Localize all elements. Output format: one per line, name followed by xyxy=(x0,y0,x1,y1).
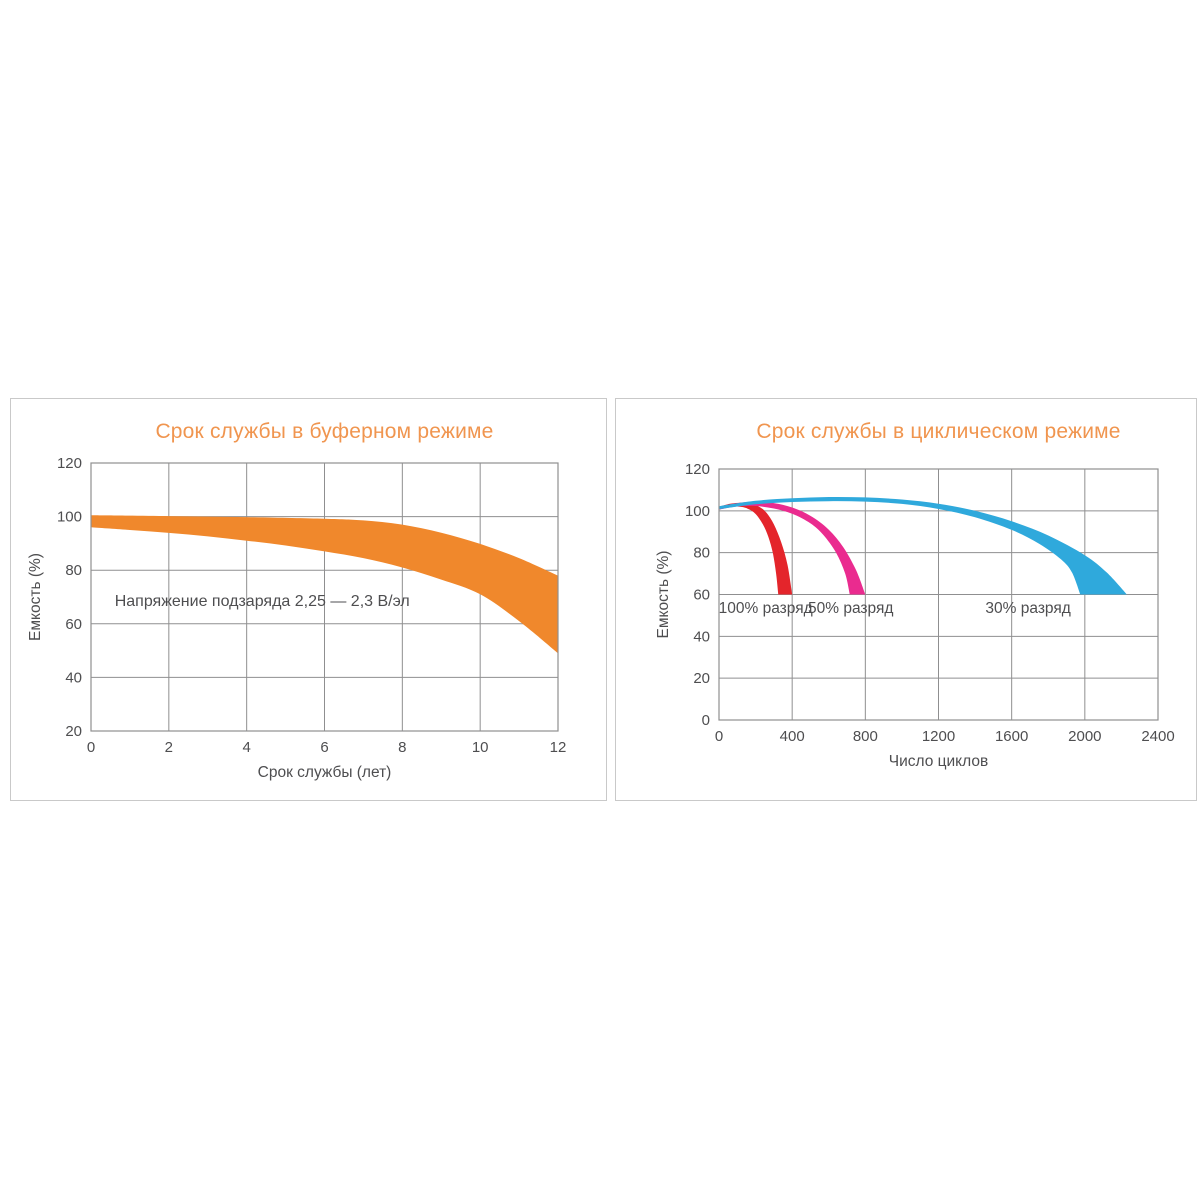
cyclic-mode-chart-panel: Срок службы в циклическом режиме 0 400 800… xyxy=(615,398,1197,801)
tick-labels: 0 400 800 1200 1600 2000 2400 0 20 40 60 80 100 120 xyxy=(685,461,1175,745)
x-tick-label: 0 xyxy=(715,728,723,745)
y-tick-label: 80 xyxy=(693,545,710,562)
y-tick-label: 40 xyxy=(693,628,710,645)
band-label: 50% разряд xyxy=(808,600,893,617)
cyclic-chart-canvas: 0 400 800 1200 1600 2000 2400 0 20 40 60 80 100 120 Чи… xyxy=(655,461,1175,770)
y-tick-label: 120 xyxy=(685,461,710,478)
buffer-mode-chart-panel: Срок службы в буферном режиме 0 2 4 6 8 10 12 2… xyxy=(10,398,607,801)
band-30% разряд xyxy=(719,496,1127,595)
y-tick-label: 20 xyxy=(693,670,710,687)
x-tick-label: 1600 xyxy=(995,728,1028,745)
x-tick-label: 8 xyxy=(398,739,406,756)
y-tick-label: 60 xyxy=(693,587,710,604)
x-axis-label: Срок службы (лет) xyxy=(258,764,392,781)
buffer-chart-title: Срок службы в буферном режиме xyxy=(155,420,494,443)
series-bands xyxy=(719,496,1127,595)
annotation-text: Напряжение подзаряда 2,25 — 2,3 В/эл xyxy=(115,593,410,610)
x-tick-label: 10 xyxy=(472,739,489,756)
x-tick-label: 4 xyxy=(242,739,250,756)
x-tick-label: 2 xyxy=(165,739,173,756)
plot-border xyxy=(718,468,1159,721)
y-tick-label: 0 xyxy=(702,712,710,729)
series-bands xyxy=(91,515,558,654)
y-tick-label: 20 xyxy=(65,723,82,740)
band-100% разряд xyxy=(719,502,793,595)
x-tick-label: 12 xyxy=(550,739,567,756)
x-tick-label: 0 xyxy=(87,739,95,756)
band-label: 100% разряд xyxy=(719,600,813,617)
y-axis-label: Емкость (%) xyxy=(655,551,672,639)
band-50% разряд xyxy=(719,501,866,595)
y-tick-label: 80 xyxy=(65,562,82,579)
tick-labels: 0 2 4 6 8 10 12 20 40 60 80 100 120 xyxy=(57,455,566,756)
y-tick-label: 60 xyxy=(65,616,82,633)
band-label: 30% разряд xyxy=(985,600,1070,617)
plot-border xyxy=(90,462,559,732)
x-tick-label: 2400 xyxy=(1141,728,1174,745)
x-tick-label: 6 xyxy=(320,739,328,756)
y-tick-label: 40 xyxy=(65,669,82,686)
y-axis-label: Емкость (%) xyxy=(27,553,44,641)
x-tick-label: 1200 xyxy=(922,728,955,745)
x-tick-label: 2000 xyxy=(1068,728,1101,745)
y-tick-label: 100 xyxy=(57,509,82,526)
y-tick-label: 120 xyxy=(57,455,82,472)
buffer-chart-canvas: 0 2 4 6 8 10 12 20 40 60 80 100 120 Срок службы (лет)… xyxy=(27,455,566,781)
y-tick-label: 100 xyxy=(685,503,710,520)
band-capacity-range xyxy=(91,515,558,654)
x-tick-label: 800 xyxy=(853,728,878,745)
x-tick-label: 400 xyxy=(780,728,805,745)
x-axis-label: Число циклов xyxy=(889,753,988,770)
cyclic-chart-title: Срок службы в циклическом режиме xyxy=(756,420,1121,443)
